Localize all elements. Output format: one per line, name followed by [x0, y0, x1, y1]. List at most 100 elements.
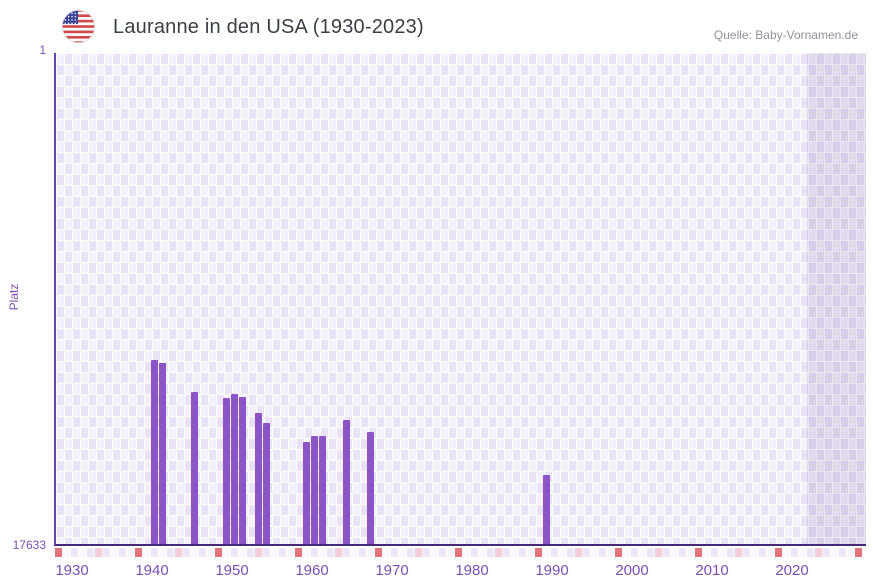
x-tick-label: 1940 — [135, 562, 169, 579]
timeline-cell — [343, 548, 350, 557]
timeline-cell — [247, 548, 254, 557]
y-tick-top: 1 — [39, 43, 46, 57]
timeline-cell — [207, 548, 214, 557]
timeline-cell — [159, 548, 166, 557]
timeline-cell — [703, 548, 710, 557]
timeline-cell — [663, 548, 670, 557]
timeline-cell — [103, 548, 110, 557]
future-years-band — [807, 53, 866, 544]
x-tick-label: 1980 — [455, 562, 489, 579]
timeline-cell — [815, 548, 822, 557]
bar-1969[interactable] — [367, 432, 374, 544]
timeline-cell — [695, 548, 702, 557]
timeline-cell — [535, 548, 542, 557]
timeline-cell — [759, 548, 766, 557]
bar-1966[interactable] — [343, 420, 350, 544]
timeline-cell — [495, 548, 502, 557]
timeline-cell — [71, 548, 78, 557]
timeline-cell — [111, 548, 118, 557]
timeline-cell — [215, 548, 222, 557]
bar-1963[interactable] — [319, 436, 326, 544]
timeline-cell — [623, 548, 630, 557]
x-axis-labels: 1930 1940 1950 1960 1970 1980 1990 2000 2010 2020 — [55, 562, 867, 582]
timeline-cell — [143, 548, 150, 557]
bar-1952[interactable] — [231, 394, 238, 544]
timeline-cell — [487, 548, 494, 557]
chart-title: Lauranne in den USA (1930-2023) — [113, 16, 424, 38]
bar-1943[interactable] — [159, 363, 166, 544]
timeline-cell — [135, 548, 142, 557]
timeline-cell — [367, 548, 374, 557]
timeline-cell — [799, 548, 806, 557]
timeline-cell — [823, 548, 830, 557]
timeline-cell — [479, 548, 486, 557]
timeline-cell — [559, 548, 566, 557]
bar-1961[interactable] — [303, 442, 310, 544]
timeline-cell — [855, 548, 862, 557]
timeline-cell — [527, 548, 534, 557]
timeline-cell — [631, 548, 638, 557]
x-tick-label: 2020 — [775, 562, 809, 579]
y-tick-bottom: 17633 — [12, 538, 46, 552]
x-tick-label: 1990 — [535, 562, 569, 579]
source-label: Quelle: Baby-Vornamen.de — [713, 28, 858, 42]
x-tick-label: 1970 — [375, 562, 409, 579]
timeline-cell — [311, 548, 318, 557]
timeline-cell — [279, 548, 286, 557]
timeline-cell — [511, 548, 518, 557]
timeline-cell — [375, 548, 382, 557]
y-axis-title: Platz — [7, 283, 21, 311]
timeline-cell — [127, 548, 134, 557]
bar-1955[interactable] — [255, 413, 262, 544]
bar-1947[interactable] — [191, 392, 198, 544]
timeline-cell — [567, 548, 574, 557]
timeline-cell — [199, 548, 206, 557]
timeline-cell — [735, 548, 742, 557]
timeline-cell — [151, 548, 158, 557]
timeline-cell — [743, 548, 750, 557]
bar-1956[interactable] — [263, 423, 270, 544]
timeline-cell — [223, 548, 230, 557]
timeline-strip — [55, 548, 867, 557]
bars-layer — [56, 53, 866, 544]
timeline-cell — [447, 548, 454, 557]
timeline-cell — [711, 548, 718, 557]
timeline-cell — [79, 548, 86, 557]
bar-1953[interactable] — [239, 397, 246, 544]
timeline-cell — [543, 548, 550, 557]
bar-1991[interactable] — [543, 475, 550, 544]
timeline-cell — [671, 548, 678, 557]
timeline-cell — [727, 548, 734, 557]
timeline-cell — [391, 548, 398, 557]
timeline-cell — [415, 548, 422, 557]
timeline-cell — [423, 548, 430, 557]
timeline-cell — [751, 548, 758, 557]
bar-1962[interactable] — [311, 436, 318, 544]
timeline-cell — [503, 548, 510, 557]
timeline-cell — [303, 548, 310, 557]
timeline-cell — [119, 548, 126, 557]
timeline-cell — [295, 548, 302, 557]
timeline-cell — [679, 548, 686, 557]
timeline-cell — [175, 548, 182, 557]
timeline-cell — [719, 548, 726, 557]
bar-1951[interactable] — [223, 398, 230, 544]
timeline-cell — [335, 548, 342, 557]
timeline-cell — [551, 548, 558, 557]
timeline-cell — [319, 548, 326, 557]
timeline-cell — [287, 548, 294, 557]
us-flag-icon — [61, 9, 96, 44]
bar-1942[interactable] — [151, 360, 158, 544]
timeline-cell — [455, 548, 462, 557]
timeline-cell — [647, 548, 654, 557]
timeline-cell — [431, 548, 438, 557]
timeline-cell — [791, 548, 798, 557]
timeline-cell — [687, 548, 694, 557]
timeline-cell — [399, 548, 406, 557]
timeline-cell — [95, 548, 102, 557]
timeline-cell — [239, 548, 246, 557]
timeline-cell — [575, 548, 582, 557]
x-tick-label: 1950 — [215, 562, 249, 579]
plot-area[interactable] — [54, 53, 866, 546]
